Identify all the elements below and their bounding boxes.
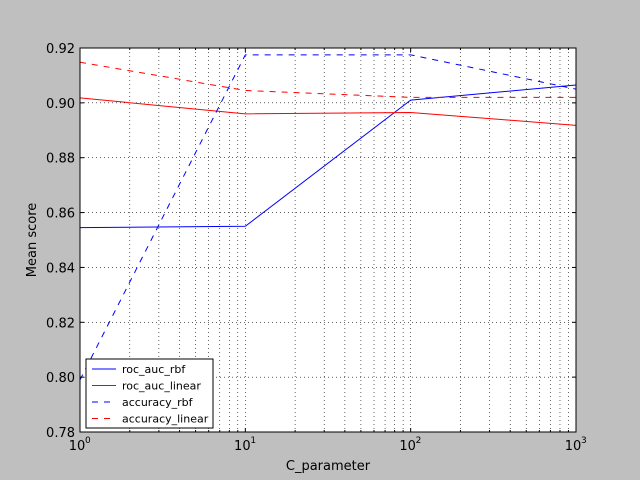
x-tick-label: 10 3 bbox=[565, 436, 587, 454]
x-tick-label: 10 0 bbox=[69, 436, 91, 454]
x-tick-label-base: 10 bbox=[565, 439, 582, 454]
x-tick-label-exponent: 0 bbox=[85, 436, 91, 446]
legend: roc_auc_rbf roc_auc_linear accuracy_rbfacc… bbox=[85, 358, 214, 429]
x-tick-label-base: 10 bbox=[234, 439, 251, 454]
x-tick-labels: 10 0 10 1 10 2 10 3 bbox=[69, 436, 587, 454]
x-tick-label: 10 2 bbox=[399, 436, 421, 454]
legend-item: accuracy_rbf bbox=[92, 396, 194, 409]
y-tick-label: 0.86 bbox=[46, 207, 75, 222]
legend-box bbox=[85, 358, 214, 429]
y-tick-label: 0.82 bbox=[46, 316, 75, 331]
x-tick-label-exponent: 2 bbox=[416, 436, 422, 446]
series-lines bbox=[80, 54, 576, 381]
series-line-roc-auc-linear bbox=[80, 97, 576, 126]
legend-label: accuracy_rbf bbox=[122, 396, 194, 409]
x-tick-label-base: 10 bbox=[399, 439, 416, 454]
y-tick-labels: 0.78 0.80 0.82 0.84 0.86 0.88 0.90 0.92 bbox=[46, 42, 75, 441]
legend-item: roc_auc_rbf bbox=[92, 363, 186, 376]
x-tick-label-exponent: 1 bbox=[250, 436, 256, 446]
y-tick-label: 0.80 bbox=[46, 371, 75, 386]
series-line-roc-auc-rbf bbox=[80, 84, 576, 229]
legend-label: accuracy_linear bbox=[122, 413, 209, 426]
legend-label: roc_auc_rbf bbox=[122, 363, 186, 376]
y-tick-label: 0.92 bbox=[46, 42, 75, 57]
plot-frame bbox=[79, 47, 577, 433]
y-axis-label: Mean score bbox=[25, 203, 40, 277]
axis-ticks bbox=[79, 47, 577, 433]
y-tick-label: 0.90 bbox=[46, 97, 75, 112]
x-tick-label-exponent: 3 bbox=[581, 436, 587, 446]
x-axis-label: C_parameter bbox=[286, 459, 371, 474]
y-tick-label: 0.88 bbox=[46, 152, 75, 167]
x-tick-label: 10 1 bbox=[234, 436, 256, 454]
y-tick-label: 0.78 bbox=[46, 426, 75, 441]
y-tick-label: 0.84 bbox=[46, 261, 75, 276]
legend-item: roc_auc_linear bbox=[92, 380, 201, 393]
x-tick-label-base: 10 bbox=[69, 439, 86, 454]
series-line-accuracy-rbf bbox=[80, 54, 576, 381]
legend-item: accuracy_linear bbox=[92, 413, 209, 426]
legend-label: roc_auc_linear bbox=[122, 380, 201, 393]
